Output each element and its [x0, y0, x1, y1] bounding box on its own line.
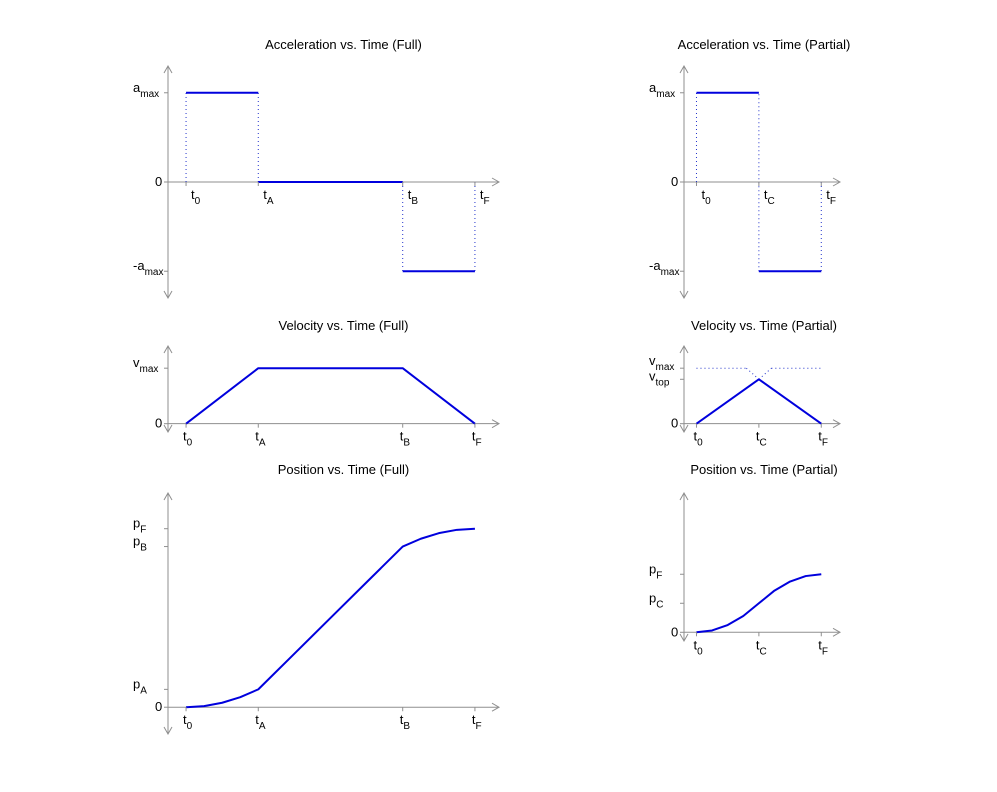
x-tick-label: tA — [255, 429, 266, 449]
acceleration-partial-chart: Acceleration vs. Time (Partial) t0 tC tF ama… — [649, 37, 851, 300]
y-axis-arrow-down — [679, 633, 689, 643]
x-tick-label: tF — [818, 637, 828, 657]
y-tick-label: 0 — [155, 174, 162, 189]
velocity-partial-chart: Velocity vs. Time (Partial) t0 tC tF vmaxvto… — [649, 318, 842, 449]
x-tick-label: t0 — [183, 712, 193, 732]
y-tick-label: vmax — [649, 353, 674, 373]
x-tick-label: t0 — [701, 187, 711, 207]
y-axis-arrow-up — [163, 344, 173, 354]
y-tick-label: vmax — [133, 355, 158, 375]
y-tick-label: 0 — [155, 699, 162, 714]
series-line-0 — [695, 378, 822, 425]
x-tick-label: tF — [472, 429, 482, 449]
x-tick-label: tB — [400, 429, 411, 449]
y-axis-arrow-down — [163, 726, 173, 736]
x-tick-label: tF — [480, 187, 490, 207]
series-line-0 — [185, 367, 476, 425]
y-axis-arrow-up — [679, 344, 689, 354]
x-axis-arrow — [832, 627, 842, 637]
x-tick-label: tA — [255, 712, 266, 732]
y-tick-label: pB — [133, 534, 147, 554]
x-axis-arrow — [832, 177, 842, 187]
x-tick-label: tF — [826, 187, 836, 207]
y-tick-label: 0 — [671, 416, 678, 431]
y-tick-label: 0 — [671, 174, 678, 189]
chart-title: Position vs. Time (Partial) — [690, 462, 837, 477]
velocity-full-chart: Velocity vs. Time (Full) t0 tA tB tF vmax 0 — [133, 318, 501, 449]
x-tick-label: t0 — [191, 187, 201, 207]
y-axis-arrow-up — [679, 491, 689, 501]
y-tick-label: amax — [649, 80, 675, 100]
y-axis-arrow-down — [679, 290, 689, 300]
chart-title: Velocity vs. Time (Full) — [278, 318, 408, 333]
x-tick-label: t0 — [183, 429, 193, 449]
x-tick-label: tF — [472, 712, 482, 732]
position-partial-chart: Position vs. Time (Partial) t0 tC tF pF pC 0 — [649, 462, 842, 657]
x-tick-label: tF — [818, 429, 828, 449]
y-tick-label: pC — [649, 590, 663, 610]
y-tick-label: -amax — [649, 258, 679, 278]
guide-line-1 — [746, 367, 760, 380]
y-tick-label: amax — [133, 80, 159, 100]
y-tick-label: 0 — [671, 624, 678, 639]
x-tick-label: t0 — [693, 637, 703, 657]
y-tick-label: pF — [649, 561, 662, 581]
x-axis-arrow — [832, 419, 842, 429]
guide-line-2 — [758, 367, 772, 380]
series-line-0 — [185, 527, 475, 709]
y-axis-arrow-up — [679, 64, 689, 74]
y-axis-arrow-up — [163, 64, 173, 74]
x-tick-label: tB — [408, 187, 419, 207]
x-tick-label: tC — [756, 637, 767, 657]
x-tick-label: tC — [756, 429, 767, 449]
x-axis-arrow — [491, 419, 501, 429]
chart-title: Position vs. Time (Full) — [278, 462, 409, 477]
y-tick-label: -amax — [133, 258, 163, 278]
chart-title: Acceleration vs. Time (Full) — [265, 37, 422, 52]
y-tick-label: 0 — [155, 416, 162, 431]
chart-title: Acceleration vs. Time (Partial) — [678, 37, 851, 52]
x-tick-label: tB — [400, 712, 411, 732]
y-axis-arrow-down — [163, 290, 173, 300]
y-tick-label: pA — [133, 676, 147, 696]
y-tick-label: pF — [133, 516, 146, 536]
chart-title: Velocity vs. Time (Partial) — [691, 318, 837, 333]
x-tick-label: tA — [263, 187, 274, 207]
x-tick-label: t0 — [693, 429, 703, 449]
x-tick-label: tC — [764, 187, 775, 207]
y-tick-label: vtop — [649, 368, 670, 388]
y-axis-arrow-up — [163, 491, 173, 501]
x-axis-arrow — [491, 177, 501, 187]
series-line-0 — [696, 573, 822, 634]
x-axis-arrow — [491, 702, 501, 712]
y-axis-arrow-down — [163, 424, 173, 434]
acceleration-full-chart: Acceleration vs. Time (Full) t0 tA tB tF amax… — [133, 37, 501, 300]
y-axis-arrow-down — [679, 424, 689, 434]
